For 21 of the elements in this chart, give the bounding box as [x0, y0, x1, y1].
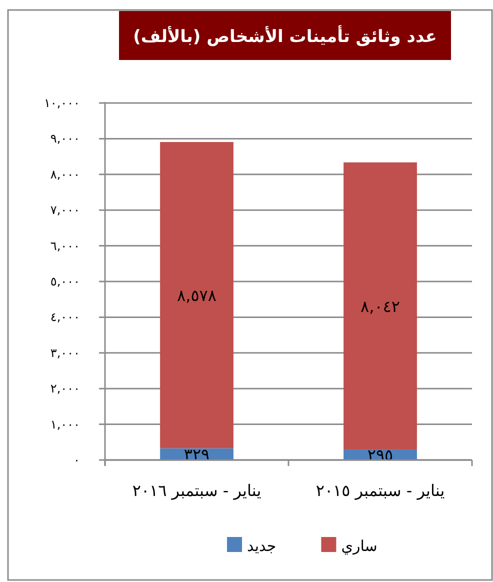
legend-label: جديد	[247, 537, 276, 555]
y-tick-label: ١,٠٠٠	[50, 417, 80, 432]
y-tick-label: ٩,٠٠٠	[50, 132, 80, 146]
y-tick-label: ٧,٠٠٠	[50, 203, 80, 218]
data-label: ٣٢٩	[184, 445, 210, 464]
y-tick-label: ٤,٠٠٠	[50, 310, 80, 324]
chart-title: عدد وثائق تأمينات الأشخاص (بالألف)	[133, 25, 437, 47]
bar	[160, 142, 234, 448]
data-label: ٨,٠٤٢	[360, 296, 400, 316]
legend-label: ساري	[341, 537, 378, 555]
y-tick-label: ٢,٠٠٠	[50, 382, 80, 396]
y-tick-label: ٠	[74, 453, 80, 467]
y-tick-label: ١٠,٠٠٠	[44, 96, 80, 110]
bar	[344, 162, 417, 450]
y-tick-label: ٦,٠٠٠	[50, 238, 80, 253]
y-tick-label: ٨,٠٠٠	[50, 167, 80, 182]
y-tick-label: ٣,٠٠٠	[50, 346, 80, 360]
x-tick-label: يناير - سبتمبر ٢٠١٦	[132, 481, 262, 500]
x-tick-label: يناير - سبتمبر ٢٠١٥	[316, 481, 445, 500]
y-tick-label: ٥,٠٠٠	[50, 274, 80, 288]
data-label: ٨,٥٧٨	[177, 286, 217, 306]
